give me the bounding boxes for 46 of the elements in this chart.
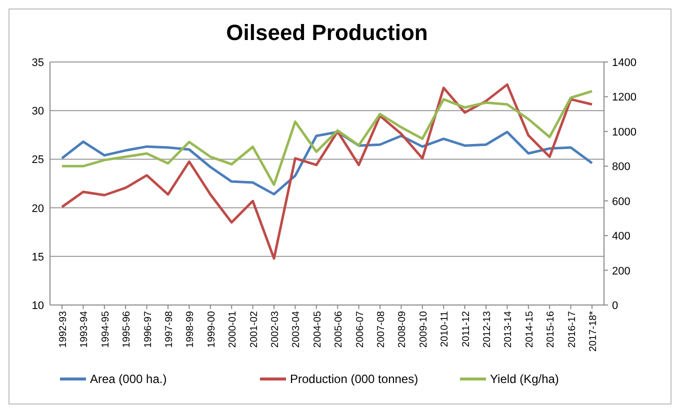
x-tick-label: 2006-07 xyxy=(354,310,366,348)
y2-tick-label: 1400 xyxy=(612,57,636,69)
x-tick-label: 2004-05 xyxy=(312,310,324,348)
x-tick-label: 2008-09 xyxy=(397,310,408,348)
x-tick-label: 1998-99 xyxy=(185,310,196,348)
y2-tick-label: 600 xyxy=(612,196,630,208)
line-series xyxy=(60,90,594,186)
x-tick-label: 2012-13 xyxy=(482,310,493,348)
x-tick-label: 1997-98 xyxy=(164,310,175,348)
x-tick-label: 2002-03 xyxy=(270,310,281,348)
x-tick-label: 1994-95 xyxy=(100,310,112,348)
x-tick-label: 1999-00 xyxy=(206,310,218,348)
line-series xyxy=(60,83,594,260)
x-tick-label: 2000-01 xyxy=(228,310,239,348)
y2-tick-label: 800 xyxy=(612,161,630,174)
x-tick-label: 2005-06 xyxy=(334,310,345,348)
x-tick-label: 2015-16 xyxy=(546,310,557,348)
x-tick-label: 1995-96 xyxy=(122,310,133,348)
x-tick-label: 2011-12 xyxy=(460,310,472,347)
x-tick-label: 1996-97 xyxy=(142,310,154,348)
y-tick-label: 20 xyxy=(32,202,44,215)
y2-tick-label: 1200 xyxy=(612,92,636,104)
x-tick-label: 2017-18* xyxy=(588,310,599,352)
legend-label: Area (000 ha.) xyxy=(90,372,167,386)
x-tick-label: 2001-02 xyxy=(248,310,260,348)
x-tick-label: 2013-14 xyxy=(503,310,514,348)
y-tick-label: 25 xyxy=(32,154,44,166)
x-tick-label: 1993-94 xyxy=(79,310,90,348)
x-tick-label: 2016-17 xyxy=(566,310,578,348)
y2-tick-label: 200 xyxy=(612,265,630,278)
y-tick-label: 30 xyxy=(32,106,44,118)
legend-label: Yield (Kg/ha) xyxy=(490,372,559,386)
x-tick-label: 1992-93 xyxy=(58,310,69,348)
y2-tick-label: 1000 xyxy=(612,126,636,138)
chart-title: Oilseed Production xyxy=(226,20,428,45)
y2-tick-label: 400 xyxy=(612,230,630,243)
y-tick-label: 10 xyxy=(32,300,44,312)
x-tick-label: 2007-08 xyxy=(376,310,387,348)
x-tick-label: 2003-04 xyxy=(291,310,302,348)
x-tick-label: 2009-10 xyxy=(418,310,430,348)
y-tick-label: 35 xyxy=(32,57,44,69)
y-tick-label: 15 xyxy=(32,251,44,264)
legend-label: Production (000 tonnes) xyxy=(290,372,418,386)
x-tick-label: 2010-11 xyxy=(440,310,451,347)
x-tick-label: 2014-15 xyxy=(524,310,536,348)
y2-tick-label: 0 xyxy=(612,300,618,312)
